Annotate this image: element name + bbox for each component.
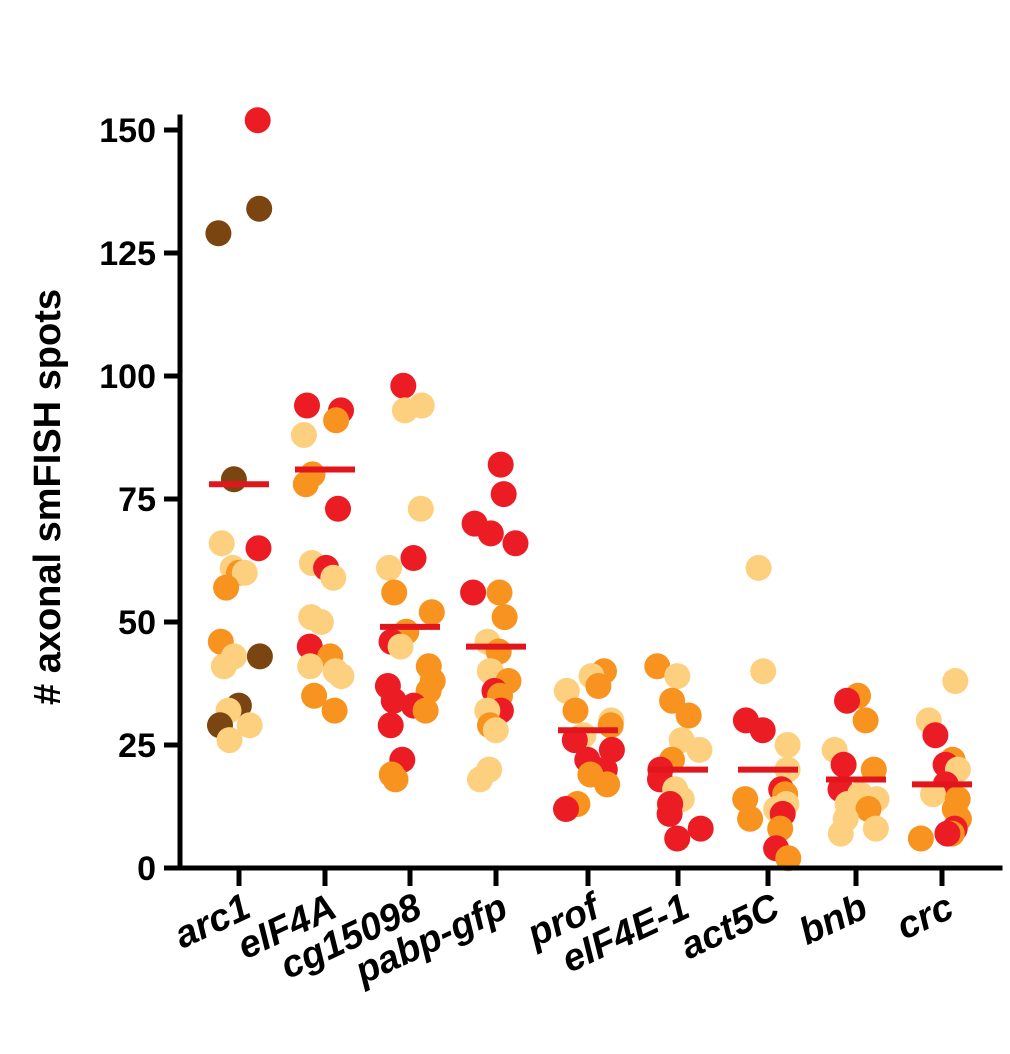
data-point bbox=[737, 805, 764, 832]
points-layer bbox=[205, 107, 972, 872]
data-point bbox=[296, 633, 323, 660]
data-point bbox=[245, 535, 272, 562]
data-point bbox=[675, 702, 702, 729]
data-point bbox=[644, 653, 671, 680]
data-point bbox=[834, 687, 860, 714]
means-layer bbox=[209, 466, 972, 788]
data-point bbox=[490, 481, 517, 508]
data-point bbox=[774, 732, 801, 758]
data-point bbox=[213, 574, 240, 601]
data-point bbox=[827, 820, 854, 847]
data-point bbox=[907, 825, 934, 852]
x-tick-label: crc bbox=[890, 886, 959, 948]
data-point bbox=[597, 712, 624, 739]
data-point bbox=[387, 633, 414, 660]
data-point bbox=[323, 407, 350, 434]
data-point bbox=[216, 727, 243, 754]
data-point bbox=[687, 815, 714, 842]
data-point bbox=[460, 579, 487, 606]
data-point bbox=[205, 220, 232, 247]
data-point bbox=[487, 451, 514, 478]
data-point bbox=[745, 554, 772, 581]
y-ticks: 0 25 50 75 100 125 150 bbox=[99, 112, 180, 888]
data-point bbox=[942, 668, 969, 694]
data-point bbox=[325, 495, 351, 522]
data-point bbox=[297, 653, 324, 680]
data-point bbox=[292, 471, 319, 498]
data-point bbox=[860, 756, 887, 783]
data-point bbox=[477, 520, 504, 547]
data-point bbox=[922, 722, 949, 749]
data-point bbox=[855, 796, 882, 822]
data-point bbox=[467, 766, 493, 793]
data-point bbox=[585, 673, 612, 699]
data-point bbox=[553, 796, 579, 822]
data-point bbox=[307, 609, 334, 635]
data-point bbox=[482, 717, 509, 744]
data-point bbox=[862, 815, 889, 842]
data-point bbox=[391, 397, 418, 424]
data-point bbox=[380, 687, 407, 714]
data-point bbox=[382, 766, 409, 793]
data-point bbox=[656, 800, 683, 827]
data-point bbox=[244, 107, 271, 134]
y-tick-label: 100 bbox=[99, 358, 156, 396]
data-point bbox=[686, 736, 713, 763]
data-point bbox=[553, 677, 580, 704]
data-point bbox=[208, 530, 235, 557]
data-point bbox=[390, 372, 417, 399]
data-point bbox=[561, 727, 588, 754]
data-point bbox=[290, 422, 317, 448]
data-point bbox=[294, 392, 320, 419]
data-point bbox=[920, 781, 946, 808]
data-point bbox=[598, 736, 625, 763]
data-point bbox=[231, 559, 258, 586]
data-point bbox=[491, 604, 518, 631]
data-point bbox=[732, 786, 759, 813]
data-point bbox=[246, 195, 273, 222]
x-tick-label: bnb bbox=[793, 886, 874, 953]
data-point bbox=[418, 599, 445, 626]
data-point bbox=[376, 554, 402, 581]
y-tick-label: 150 bbox=[99, 112, 156, 150]
data-point bbox=[320, 564, 347, 591]
data-point bbox=[246, 643, 273, 670]
x-tick-label: act5C bbox=[674, 886, 786, 968]
data-point bbox=[830, 751, 857, 778]
y-tick-label: 125 bbox=[99, 235, 156, 273]
data-point bbox=[749, 717, 776, 744]
data-point bbox=[210, 653, 237, 680]
data-point bbox=[767, 815, 794, 842]
data-point bbox=[664, 825, 691, 852]
y-tick-label: 25 bbox=[118, 727, 156, 765]
data-point bbox=[664, 663, 691, 690]
data-point bbox=[412, 697, 439, 724]
data-point bbox=[502, 530, 529, 557]
data-point bbox=[775, 845, 802, 872]
data-point bbox=[381, 579, 408, 606]
data-point bbox=[486, 579, 513, 606]
data-point bbox=[934, 820, 961, 847]
data-point bbox=[321, 697, 348, 724]
data-point bbox=[659, 687, 686, 714]
data-point bbox=[220, 466, 247, 493]
data-point bbox=[594, 771, 621, 798]
data-point bbox=[852, 707, 879, 734]
data-point bbox=[377, 712, 404, 739]
data-point bbox=[236, 712, 263, 739]
data-point bbox=[328, 663, 355, 690]
data-point bbox=[400, 545, 427, 571]
data-point bbox=[407, 495, 434, 522]
y-tick-label: 50 bbox=[118, 604, 156, 642]
data-point bbox=[562, 697, 589, 724]
y-tick-label: 0 bbox=[137, 850, 156, 888]
data-point bbox=[301, 682, 328, 709]
y-tick-label: 75 bbox=[118, 481, 156, 519]
data-point bbox=[750, 658, 777, 685]
y-axis-label: # axonal smFISH spots bbox=[27, 289, 69, 705]
